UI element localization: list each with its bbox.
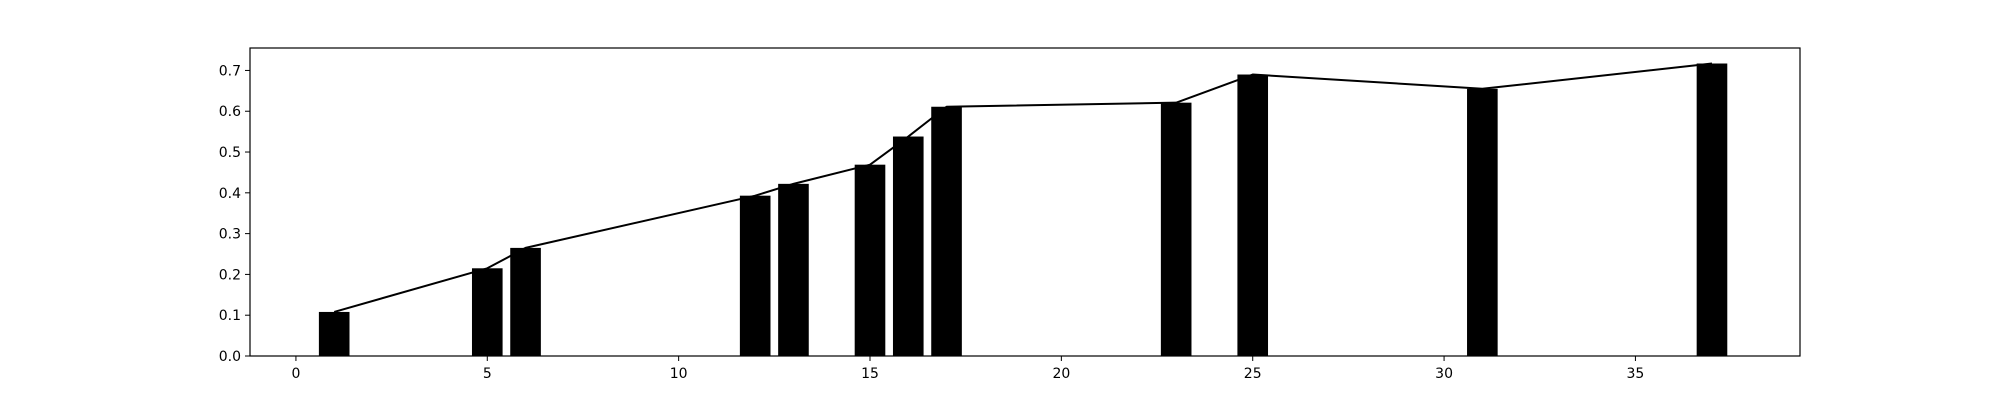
bar-25 bbox=[1237, 74, 1269, 357]
bar-31 bbox=[1467, 88, 1498, 356]
x-tick-label: 5 bbox=[483, 366, 492, 382]
y-tick-label: 0.2 bbox=[219, 267, 241, 283]
bar-15 bbox=[854, 164, 886, 356]
bar-1 bbox=[318, 311, 350, 356]
bar-13 bbox=[778, 183, 809, 356]
line-layer bbox=[333, 62, 1713, 313]
x-tick-label: 10 bbox=[670, 366, 688, 382]
bar-23 bbox=[1160, 102, 1192, 356]
y-tick-label: 0.5 bbox=[219, 145, 241, 161]
axes-layer: 0 5 10 15 20 25 30 35 0.0 0.1 0.2 0.3 0.4 0.5 0.6 0.7 bbox=[219, 47, 1801, 382]
bar-17 bbox=[931, 106, 962, 356]
y-tick-label: 0.7 bbox=[219, 63, 241, 79]
y-tick-label: 0.3 bbox=[219, 227, 241, 243]
plot-frame bbox=[249, 47, 1801, 357]
y-tick-label: 0.4 bbox=[219, 186, 241, 202]
y-tick-label: 0.0 bbox=[219, 349, 241, 365]
x-tick-label: 30 bbox=[1435, 366, 1453, 382]
y-tick-label: 0.6 bbox=[219, 104, 241, 120]
bar-12 bbox=[739, 195, 771, 356]
x-tick-label: 15 bbox=[861, 366, 879, 382]
y-tick-label: 0.1 bbox=[219, 308, 241, 324]
x-tick-label: 0 bbox=[291, 366, 300, 382]
bar-6 bbox=[510, 247, 541, 356]
x-tick-label: 20 bbox=[1052, 366, 1070, 382]
bar-16 bbox=[892, 136, 924, 356]
bar-5 bbox=[471, 268, 503, 356]
bars-layer bbox=[318, 63, 1728, 357]
series-line bbox=[333, 62, 1713, 313]
bar-37 bbox=[1696, 63, 1728, 357]
x-tick-label: 35 bbox=[1627, 366, 1645, 382]
x-tick-label: 25 bbox=[1244, 366, 1262, 382]
